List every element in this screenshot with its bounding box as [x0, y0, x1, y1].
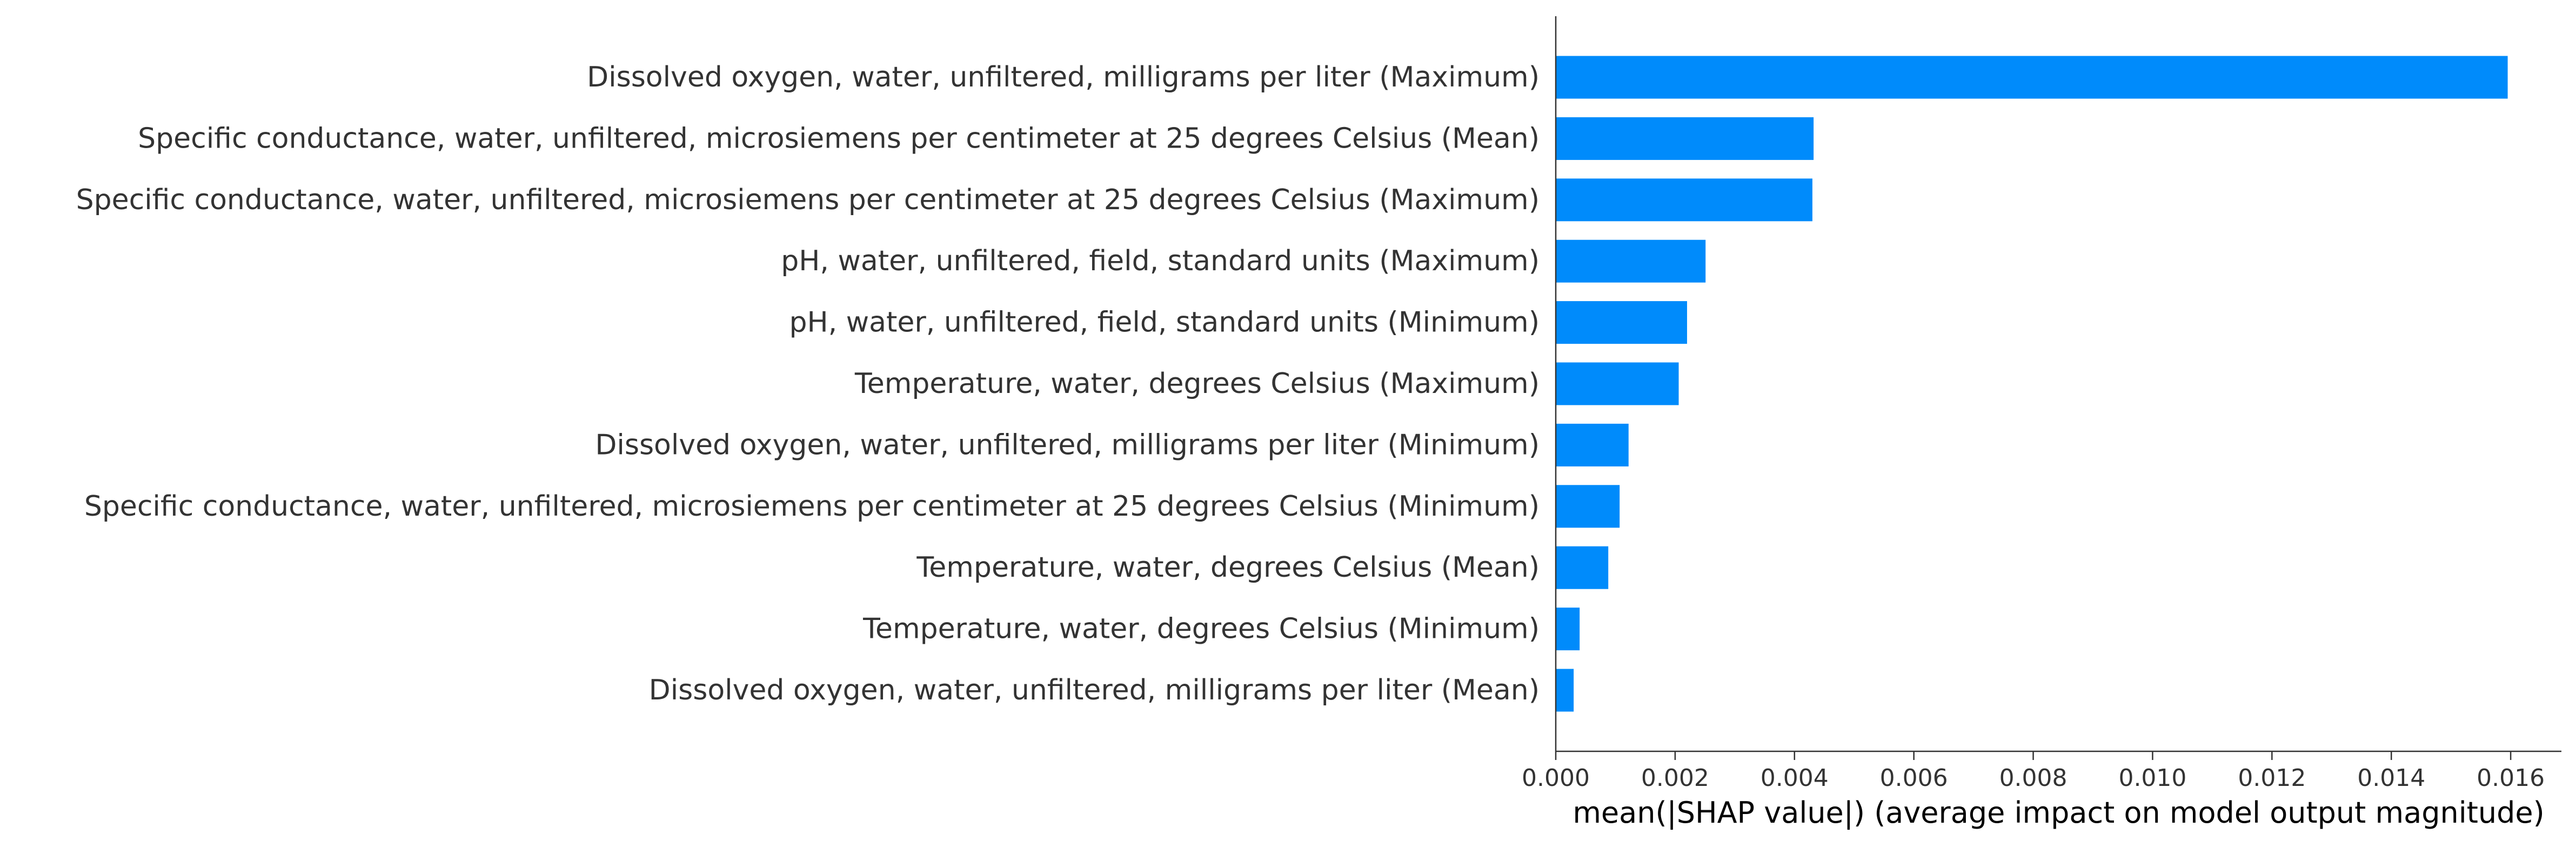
category-label: Specific conductance, water, unfiltered,… [138, 122, 1540, 155]
bar [1556, 301, 1687, 344]
x-axis-title: mean(|SHAP value|) (average impact on mo… [1573, 796, 2544, 830]
bar [1556, 239, 1706, 283]
bar [1556, 608, 1580, 651]
category-label: Temperature, water, degrees Celsius (Max… [854, 368, 1540, 400]
x-tick-label: 0.010 [2118, 764, 2186, 792]
x-tick-label: 0.014 [2357, 764, 2425, 792]
category-label: pH, water, unfiltered, field, standard u… [789, 306, 1540, 339]
bar [1556, 423, 1629, 466]
x-tick-label: 0.012 [2238, 764, 2306, 792]
category-label: pH, water, unfiltered, field, standard u… [781, 245, 1540, 277]
bar [1556, 56, 2508, 99]
x-tick-label: 0.004 [1761, 764, 1829, 792]
x-tick-label: 0.008 [1999, 764, 2068, 792]
category-label: Specific conductance, water, unfiltered,… [84, 490, 1540, 523]
x-axis-ticks: 0.000 0.002 0.004 0.006 0.008 0.010 0.012 0.014… [1522, 751, 2545, 792]
bar [1556, 485, 1620, 528]
bar [1556, 546, 1609, 589]
bar [1556, 669, 1574, 712]
category-label: Specific conductance, water, unfiltered,… [76, 184, 1540, 216]
category-label: Temperature, water, degrees Celsius (Mea… [916, 551, 1540, 584]
bars-layer [1556, 56, 2508, 712]
x-tick-label: 0.016 [2477, 764, 2545, 792]
x-tick-label: 0.006 [1880, 764, 1948, 792]
x-tick-label: 0.002 [1641, 764, 1709, 792]
category-label: Dissolved oxygen, water, unfiltered, mil… [595, 429, 1540, 461]
x-tick-label: 0.000 [1522, 764, 1590, 792]
bar [1556, 117, 1814, 160]
category-label: Dissolved oxygen, water, unfiltered, mil… [587, 61, 1540, 94]
category-label: Dissolved oxygen, water, unfiltered, mil… [649, 674, 1540, 706]
category-label: Temperature, water, degrees Celsius (Min… [862, 613, 1540, 645]
category-labels: Dissolved oxygen, water, unfiltered, mil… [76, 61, 1540, 706]
bar [1556, 178, 1812, 222]
bar [1556, 362, 1679, 405]
